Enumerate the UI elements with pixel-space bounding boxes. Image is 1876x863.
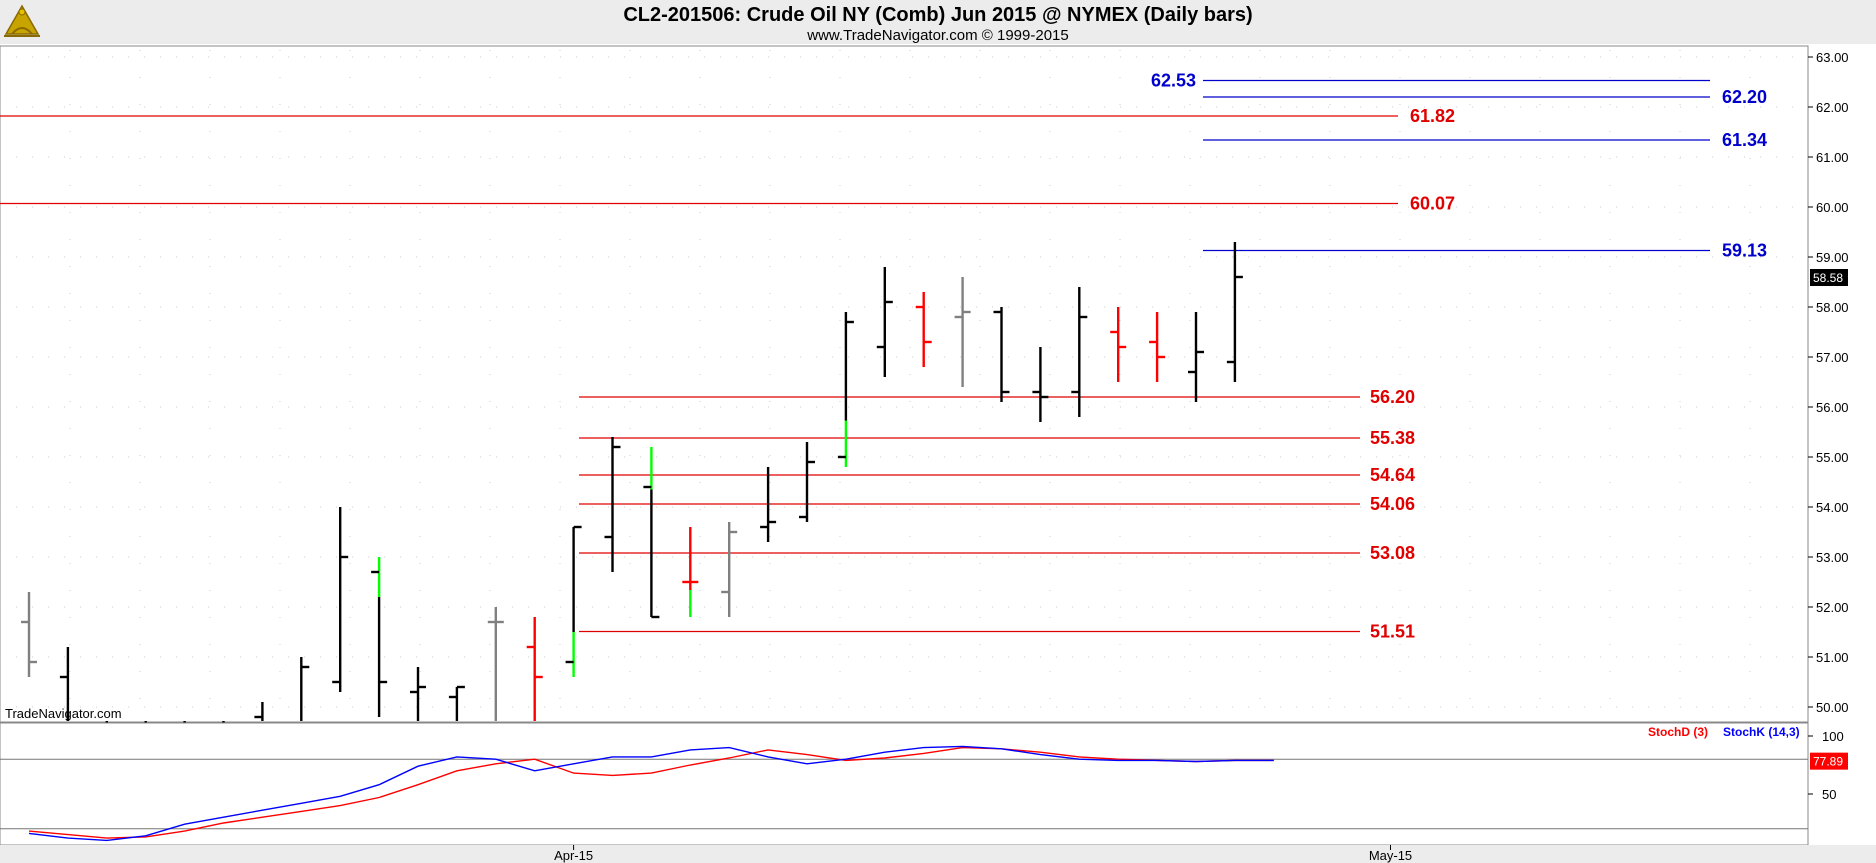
ohlc-bar: [954, 277, 971, 387]
ohlc-bar: [332, 507, 349, 692]
retracement-label: 61.82: [1410, 106, 1455, 126]
retracement-label: 55.38: [1370, 428, 1415, 448]
stochastic-tick-label: 50: [1822, 787, 1836, 802]
ohlc-bar: [682, 527, 699, 617]
ohlc-bar: [1188, 312, 1204, 402]
price-tick-label: 60.00: [1816, 200, 1849, 215]
ohlc-bar: [448, 685, 465, 721]
price-tick-label: 57.00: [1816, 350, 1849, 365]
ohlc-bar: [526, 617, 543, 721]
ohlc-bar: [487, 607, 504, 721]
x-axis-band: [0, 845, 1876, 863]
watermark: TradeNavigator.com: [5, 706, 122, 721]
ohlc-bar: [604, 437, 621, 572]
ohlc-bar: [643, 447, 660, 619]
ohlc-bar: [993, 307, 1010, 402]
stoch-d-line: [28, 746, 1274, 839]
price-axis: 63.00 62.00 61.00 60.00 59.00 58.00 57.00 56.00…: [1808, 50, 1849, 715]
price-tick-label: 51.00: [1816, 650, 1849, 665]
retracement-label: 54.64: [1370, 465, 1415, 485]
price-tick-label: 54.00: [1816, 500, 1849, 515]
price-tick-label: 55.00: [1816, 450, 1849, 465]
ohlc-bar: [799, 442, 815, 522]
price-tick-label: 56.00: [1816, 400, 1849, 415]
projection-label: 62.20: [1722, 87, 1767, 107]
ohlc-bar: [21, 592, 37, 677]
price-panel: [0, 45, 1809, 723]
projection-label: 61.34: [1722, 130, 1767, 150]
projection-label: 62.53: [1151, 71, 1196, 91]
ohlc-bar: [915, 292, 932, 367]
stochastic-last-tag: [1810, 752, 1848, 770]
price-tick-label: 61.00: [1816, 150, 1849, 165]
last-price-tag: [1810, 269, 1848, 286]
price-tick-label: 62.00: [1816, 100, 1849, 115]
chart-title: CL2-201506: Crude Oil NY (Comb) Jun 2015…: [623, 4, 1252, 26]
projection-label: 59.13: [1722, 241, 1767, 261]
ohlc-bar: [565, 525, 582, 677]
ohlc-bar: [1071, 287, 1088, 417]
ohlc-bar: [837, 312, 854, 467]
stochastic-panel: [0, 722, 1809, 846]
price-bars: [21, 242, 1243, 739]
ohlc-bar: [371, 557, 388, 717]
ohlc-bar: [760, 467, 777, 542]
stochastic-lines: [28, 745, 1274, 842]
price-tick-label: 58.00: [1816, 300, 1849, 315]
stochastic-axis: 100 50 77.89: [1808, 729, 1848, 802]
price-tick-label: 52.00: [1816, 600, 1849, 615]
stoch-k-line: [28, 745, 1274, 842]
ohlc-bar: [1032, 347, 1049, 422]
price-tick-label: 63.00: [1816, 50, 1849, 65]
price-tick-label: 53.00: [1816, 550, 1849, 565]
legend-stoch-d: StochD (3): [1648, 725, 1708, 739]
legend-stoch-k: StochK (14,3): [1723, 725, 1800, 739]
ohlc-bar: [876, 267, 893, 377]
retracement-label: 51.51: [1370, 622, 1415, 642]
last-price-label: 58.58: [1813, 271, 1843, 285]
retracement-label: 56.20: [1370, 387, 1415, 407]
price-tick-label: 59.00: [1816, 250, 1849, 265]
ohlc-bar: [1110, 307, 1127, 382]
sextant-logo-icon: [4, 4, 40, 37]
stochastic-tick-label: 100: [1822, 729, 1844, 744]
chart-subtitle: www.TradeNavigator.com © 1999-2015: [806, 27, 1068, 44]
ohlc-bar: [721, 522, 738, 617]
retracement-label: 54.06: [1370, 494, 1415, 514]
x-tick-label: May-15: [1369, 848, 1412, 863]
x-tick-label: Apr-15: [554, 848, 593, 863]
x-axis: Apr-15 May-15: [554, 845, 1412, 863]
ohlc-bar: [1149, 312, 1166, 382]
stochastic-grid: [0, 758, 1808, 830]
stochastic-last-label: 77.89: [1813, 755, 1843, 769]
fibonacci-levels: 61.82 60.07 56.20 55.38 54.64 54.06 53.08 51.51…: [0, 71, 1767, 642]
header-band: [0, 0, 1876, 44]
ohlc-bar: [1226, 242, 1243, 382]
retracement-label: 60.07: [1410, 194, 1455, 214]
retracement-label: 53.08: [1370, 543, 1415, 563]
ohlc-bar: [410, 667, 426, 721]
price-tick-label: 50.00: [1816, 700, 1849, 715]
